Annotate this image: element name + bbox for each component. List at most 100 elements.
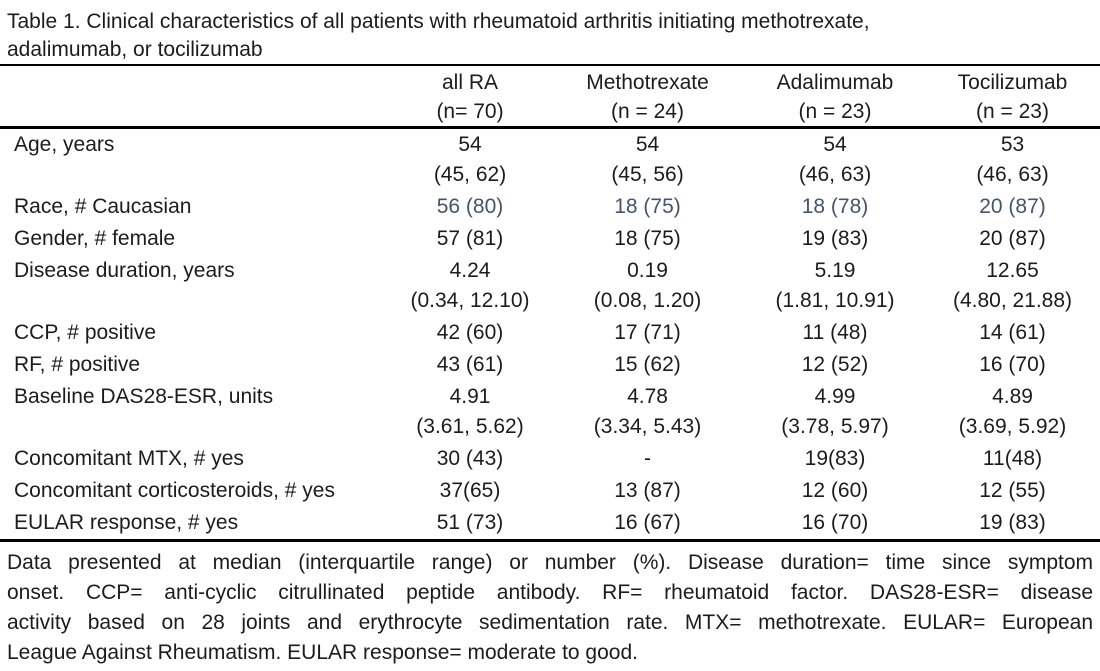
- table-row-concomitant-corticosteroids: Concomitant corticosteroids, # yes 37(65…: [0, 475, 1100, 507]
- table-cell: 56 (80): [390, 191, 550, 223]
- table-cell: 16 (70): [925, 349, 1100, 381]
- table-cell: 14 (61): [925, 317, 1100, 349]
- table-row-rf: RF, # positive 43 (61) 15 (62) 12 (52) 1…: [0, 349, 1100, 381]
- cell-subvalue: (45, 56): [611, 163, 684, 186]
- table-row-disease-duration: Disease duration, years 4.24 (0.34, 12.1…: [0, 255, 1100, 317]
- table-cell: 19(83): [745, 443, 925, 475]
- cell-subvalue: (3.69, 5.92): [958, 415, 1067, 438]
- cell-subvalue: (4.80, 21.88): [952, 289, 1073, 312]
- table-cell: 43 (61): [390, 349, 550, 381]
- cell-value: 57 (81): [436, 227, 504, 250]
- table-row-race: Race, # Caucasian 56 (80) 18 (75) 18 (78…: [0, 191, 1100, 223]
- column-header-methotrexate: Methotrexate (n = 24): [550, 64, 745, 129]
- table-cell: 18 (78): [745, 191, 925, 223]
- cell-value: 12.65: [986, 259, 1039, 282]
- table-cell: 54 (45, 62): [390, 128, 550, 192]
- footnote-line: onset. CCP= anti-cyclic citrullinated pe…: [7, 581, 1093, 604]
- cell-value: 16 (70): [801, 511, 869, 534]
- cell-value: 12 (52): [801, 353, 869, 376]
- cell-value: 53: [1000, 133, 1025, 156]
- footnote-line: activity based on 28 joints and erythroc…: [7, 611, 1093, 634]
- table-cell: 53 (46, 63): [925, 128, 1100, 192]
- table-cell: 57 (81): [390, 223, 550, 255]
- cell-value: 54: [635, 133, 660, 156]
- table-cell: 0.19 (0.08, 1.20): [550, 255, 745, 317]
- cell-value: 42 (60): [436, 321, 504, 344]
- cell-subvalue: (45, 62): [433, 163, 507, 186]
- table-row-das28: Baseline DAS28-ESR, units 4.91 (3.61, 5.…: [0, 381, 1100, 443]
- table-cell: 15 (62): [550, 349, 745, 381]
- row-label: Race, # Caucasian: [14, 195, 192, 218]
- clinical-characteristics-table: all RA (n= 70) Methotrexate (n = 24) Ada…: [0, 64, 1100, 542]
- cell-value: 19 (83): [979, 511, 1046, 534]
- cell-value: 0.19: [627, 259, 668, 282]
- table-cell: 18 (75): [550, 191, 745, 223]
- table-cell: 54 (46, 63): [745, 128, 925, 192]
- title-line-2: adalimumab, or tocilizumab: [7, 38, 263, 61]
- row-label: Concomitant MTX, # yes: [14, 447, 244, 470]
- cell-value: 5.19: [814, 259, 856, 282]
- column-name: all RA: [441, 71, 499, 94]
- table-cell: 5.19 (1.81, 10.91): [745, 255, 925, 317]
- table-row-gender: Gender, # female 57 (81) 18 (75) 19 (83)…: [0, 223, 1100, 255]
- cell-value: 17 (71): [614, 321, 681, 344]
- row-label: Gender, # female: [14, 227, 176, 250]
- table-cell: 11 (48): [745, 317, 925, 349]
- header-row: all RA (n= 70) Methotrexate (n = 24) Ada…: [0, 64, 1100, 129]
- table-row-eular-response: EULAR response, # yes 51 (73) 16 (67) 16…: [0, 507, 1100, 542]
- table-cell: -: [550, 443, 745, 475]
- title-line-1: Table 1. Clinical characteristics of all…: [7, 10, 870, 33]
- cell-value: 14 (61): [979, 321, 1046, 344]
- table-row-age: Age, years 54 (45, 62) 54 (45, 56) 54 (4…: [0, 128, 1100, 192]
- table-row-ccp: CCP, # positive 42 (60) 17 (71) 11 (48) …: [0, 317, 1100, 349]
- table-cell: 4.24 (0.34, 12.10): [390, 255, 550, 317]
- table-cell: 19 (83): [925, 507, 1100, 542]
- footnote-line: League Against Rheumatism. EULAR respons…: [7, 641, 638, 664]
- row-label: RF, # positive: [14, 353, 141, 376]
- column-header-tocilizumab: Tocilizumab (n = 23): [925, 64, 1100, 129]
- cell-value: 43 (61): [436, 353, 504, 376]
- table-cell: 11(48): [925, 443, 1100, 475]
- cell-value: -: [644, 447, 651, 470]
- table-cell: 30 (43): [390, 443, 550, 475]
- column-n: (n = 24): [611, 100, 684, 123]
- column-n: (n = 23): [798, 100, 872, 123]
- cell-value: 18 (75): [614, 227, 681, 250]
- table-cell: 20 (87): [925, 223, 1100, 255]
- page-title: Table 1. Clinical characteristics of all…: [0, 0, 1100, 64]
- table-row-concomitant-mtx: Concomitant MTX, # yes 30 (43) - 19(83) …: [0, 443, 1100, 475]
- table-footnote: Data presented at median (interquartile …: [7, 548, 1093, 668]
- cell-value: 20 (87): [979, 227, 1046, 250]
- column-n: (n= 70): [436, 100, 504, 123]
- cell-value: 12 (55): [979, 479, 1046, 502]
- column-name: Adalimumab: [776, 71, 894, 94]
- cell-value: 18 (78): [801, 195, 869, 218]
- cell-value: 4.89: [992, 385, 1033, 408]
- table-cell: 12 (55): [925, 475, 1100, 507]
- cell-subvalue: (1.81, 10.91): [775, 289, 895, 312]
- column-name: Tocilizumab: [957, 71, 1068, 94]
- cell-value: 12 (60): [801, 479, 869, 502]
- header-spacer: [0, 64, 390, 129]
- table-cell: 54 (45, 56): [550, 128, 745, 192]
- table-cell: 20 (87): [925, 191, 1100, 223]
- cell-value: 30 (43): [436, 447, 504, 470]
- table-cell: 19 (83): [745, 223, 925, 255]
- column-n: (n = 23): [976, 100, 1049, 123]
- cell-value: 11 (48): [802, 321, 868, 344]
- cell-subvalue: (0.08, 1.20): [593, 289, 702, 312]
- table-cell: 4.89 (3.69, 5.92): [925, 381, 1100, 443]
- cell-value: 56 (80): [436, 195, 504, 218]
- cell-subvalue: (0.34, 12.10): [410, 289, 530, 312]
- cell-value: 51 (73): [436, 511, 504, 534]
- table-cell: 13 (87): [550, 475, 745, 507]
- column-name: Methotrexate: [586, 71, 709, 94]
- row-label: EULAR response, # yes: [0, 507, 390, 542]
- table-cell: 12 (60): [745, 475, 925, 507]
- cell-value: 18 (75): [614, 195, 681, 218]
- cell-subvalue: (46, 63): [798, 163, 872, 186]
- row-label: Age, years: [14, 133, 115, 156]
- cell-value: 15 (62): [614, 353, 681, 376]
- table-cell: 17 (71): [550, 317, 745, 349]
